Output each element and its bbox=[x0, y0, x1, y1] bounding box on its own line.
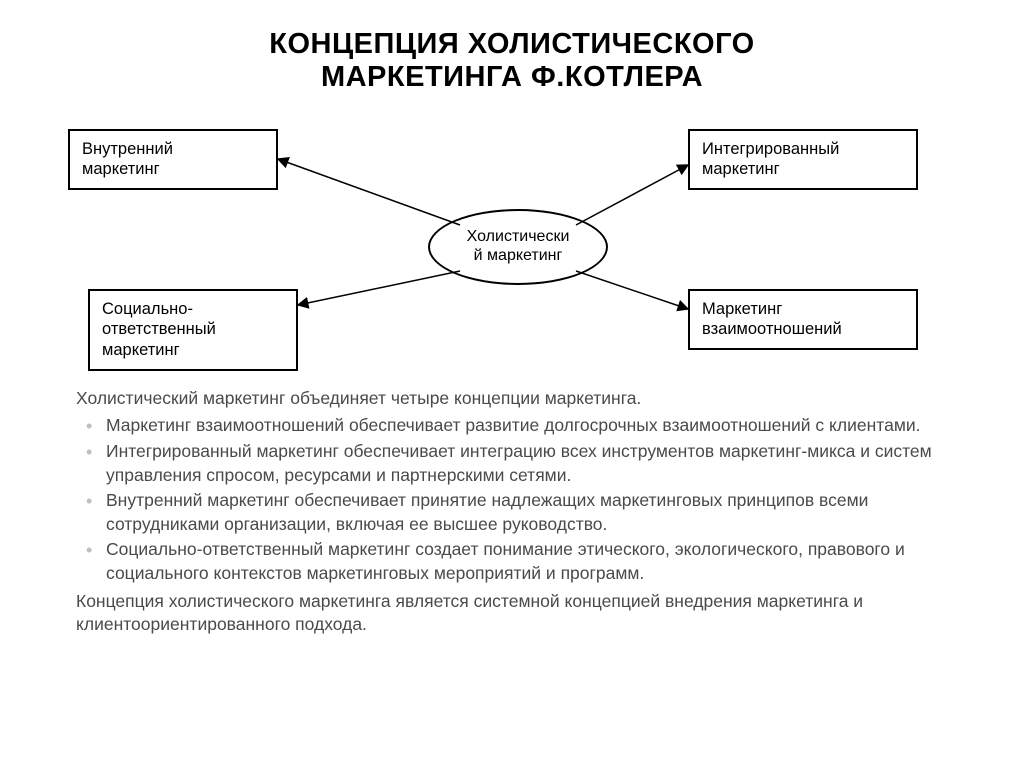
diagram-container: Холистический маркетинг Внутренниймаркет… bbox=[48, 109, 976, 379]
slide-title: КОНЦЕПЦИЯ ХОЛИСТИЧЕСКОГО МАРКЕТИНГА Ф.КО… bbox=[48, 28, 976, 95]
title-line-1: КОНЦЕПЦИЯ ХОЛИСТИЧЕСКОГО bbox=[269, 28, 754, 60]
bullet-item: Социально-ответственный маркетинг создае… bbox=[48, 538, 976, 585]
outro-paragraph: Концепция холистического маркетинга явля… bbox=[76, 590, 976, 637]
bullet-item: Интегрированный маркетинг обеспечивает и… bbox=[48, 440, 976, 487]
node-tl: Внутренниймаркетинг bbox=[68, 129, 278, 190]
node-tr: Интегрированныймаркетинг bbox=[688, 129, 918, 190]
bullet-item: Внутренний маркетинг обеспечивает принят… bbox=[48, 489, 976, 536]
node-br: Маркетингвзаимоотношений bbox=[688, 289, 918, 350]
intro-paragraph: Холистический маркетинг объединяет четыр… bbox=[76, 387, 976, 411]
bullet-item: Маркетинг взаимоотношений обеспечивает р… bbox=[48, 414, 976, 438]
title-line-2: МАРКЕТИНГА Ф.КОТЛЕРА bbox=[321, 61, 703, 93]
node-bl: Социально-ответственныймаркетинг bbox=[88, 289, 298, 371]
content-body: Холистический маркетинг объединяет четыр… bbox=[48, 387, 976, 637]
center-node: Холистический маркетинг bbox=[428, 209, 608, 285]
bullet-list: Маркетинг взаимоотношений обеспечивает р… bbox=[48, 414, 976, 585]
